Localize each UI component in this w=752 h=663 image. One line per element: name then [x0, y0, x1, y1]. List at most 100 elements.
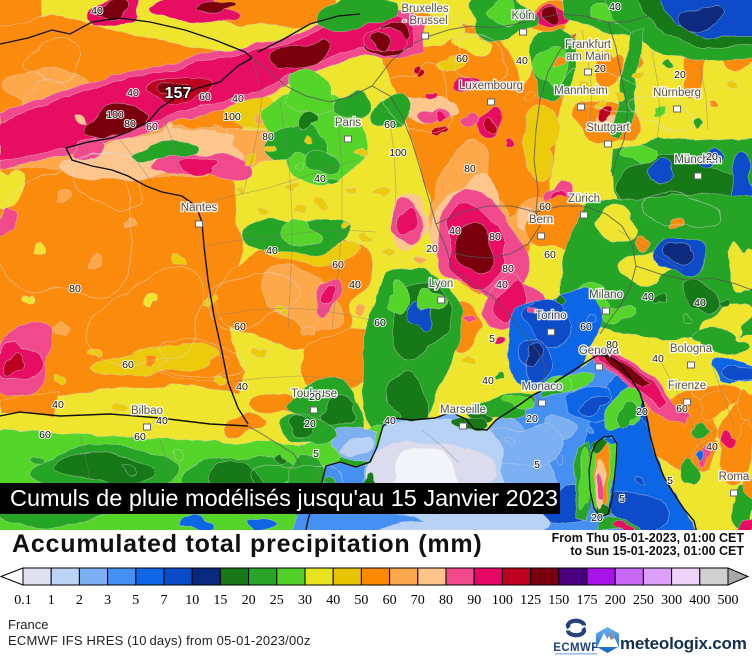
svg-text:Toulouse: Toulouse: [291, 388, 337, 400]
svg-text:40: 40: [349, 279, 361, 291]
svg-text:300: 300: [661, 593, 682, 608]
svg-text:500: 500: [718, 593, 739, 608]
svg-text:60: 60: [39, 429, 51, 441]
svg-text:Bern: Bern: [529, 214, 553, 226]
svg-text:Mannheim: Mannheim: [554, 85, 608, 97]
svg-text:40: 40: [232, 93, 244, 105]
svg-text:80: 80: [606, 339, 618, 351]
svg-text:5: 5: [489, 333, 495, 345]
svg-text:Frankfurt: Frankfurt: [565, 39, 612, 51]
svg-text:München: München: [674, 154, 721, 166]
svg-text:40: 40: [91, 5, 103, 17]
svg-text:40: 40: [384, 415, 396, 427]
svg-text:60: 60: [234, 321, 246, 333]
svg-text:60: 60: [383, 593, 397, 608]
svg-text:Luxembourg: Luxembourg: [459, 80, 523, 92]
svg-text:157: 157: [165, 85, 192, 102]
svg-text:5: 5: [667, 475, 673, 487]
svg-text:40: 40: [642, 291, 654, 303]
svg-text:Stuttgart: Stuttgart: [586, 122, 630, 134]
svg-text:60: 60: [539, 201, 551, 213]
svg-text:20: 20: [591, 512, 603, 524]
svg-text:60: 60: [384, 119, 396, 131]
svg-text:Nantes: Nantes: [181, 202, 218, 214]
svg-text:40: 40: [706, 441, 718, 453]
svg-text:Marseille: Marseille: [440, 404, 486, 416]
svg-text:40: 40: [496, 279, 508, 291]
svg-text:60: 60: [134, 431, 146, 443]
svg-text:40: 40: [127, 87, 139, 99]
svg-text:60: 60: [332, 259, 344, 271]
svg-text:175: 175: [577, 593, 598, 608]
svg-text:40: 40: [694, 297, 706, 309]
svg-text:90: 90: [467, 593, 481, 608]
svg-text:60: 60: [456, 53, 468, 65]
svg-text:250: 250: [633, 593, 654, 608]
svg-text:80: 80: [69, 283, 81, 295]
svg-text:20: 20: [706, 151, 718, 163]
svg-text:100: 100: [492, 593, 513, 608]
svg-text:40: 40: [326, 593, 340, 608]
svg-text:20: 20: [526, 413, 538, 425]
svg-text:60: 60: [374, 317, 386, 329]
svg-text:70: 70: [411, 593, 425, 608]
svg-text:1: 1: [48, 593, 55, 608]
svg-text:5: 5: [534, 459, 540, 471]
svg-text:60: 60: [199, 91, 211, 103]
svg-text:Monaco: Monaco: [522, 381, 563, 393]
svg-text:50: 50: [354, 593, 368, 608]
svg-text:Torino: Torino: [535, 310, 566, 322]
svg-text:0.1: 0.1: [14, 593, 32, 608]
svg-text:Köln: Köln: [511, 10, 534, 22]
svg-text:40: 40: [482, 375, 494, 387]
svg-text:Genova: Genova: [579, 345, 620, 357]
svg-text:meteologix.com: meteologix.com: [620, 634, 747, 653]
svg-text:80: 80: [124, 118, 136, 130]
svg-text:Bologna: Bologna: [670, 343, 713, 355]
svg-text:ECMWF: ECMWF: [553, 642, 598, 654]
svg-text:Firenze: Firenze: [668, 380, 706, 392]
svg-text:20: 20: [594, 63, 606, 75]
svg-text:Paris: Paris: [335, 117, 361, 129]
svg-text:100: 100: [389, 147, 407, 159]
svg-text:40: 40: [516, 55, 528, 67]
svg-text:80: 80: [262, 131, 274, 143]
svg-text:Roma: Roma: [719, 471, 750, 483]
svg-text:15: 15: [213, 593, 227, 608]
svg-text:20: 20: [674, 69, 686, 81]
svg-text:10: 10: [185, 593, 199, 608]
svg-text:am Main: am Main: [566, 51, 610, 63]
svg-text:Lyon: Lyon: [429, 278, 454, 290]
svg-text:Zürich: Zürich: [568, 193, 600, 205]
svg-text:100: 100: [223, 111, 241, 123]
svg-text:20: 20: [242, 593, 256, 608]
svg-text:100: 100: [106, 109, 124, 121]
svg-text:5: 5: [313, 448, 319, 460]
svg-text:60: 60: [544, 249, 556, 261]
svg-text:Bruxelles: Bruxelles: [401, 3, 449, 15]
svg-text:20: 20: [636, 406, 648, 418]
svg-text:30: 30: [298, 593, 312, 608]
svg-text:40: 40: [652, 353, 664, 365]
svg-text:40: 40: [609, 1, 621, 13]
svg-text:60: 60: [580, 321, 592, 333]
svg-text:40: 40: [236, 381, 248, 393]
svg-text:40: 40: [266, 245, 278, 257]
svg-text:5: 5: [132, 593, 139, 608]
svg-text:20: 20: [304, 418, 316, 430]
svg-text:60: 60: [676, 403, 688, 415]
svg-text:Bilbao: Bilbao: [131, 405, 163, 417]
svg-text:40: 40: [156, 415, 168, 427]
svg-text:20: 20: [309, 391, 321, 403]
svg-text:Nürnberg: Nürnberg: [653, 87, 701, 99]
svg-text:400: 400: [689, 593, 710, 608]
svg-text:80: 80: [489, 231, 501, 243]
svg-text:- Brussel: - Brussel: [402, 15, 447, 27]
svg-text:Milano: Milano: [589, 289, 623, 301]
svg-text:125: 125: [520, 593, 541, 608]
svg-text:40: 40: [449, 225, 461, 237]
svg-text:60: 60: [122, 359, 134, 371]
svg-text:40: 40: [52, 399, 64, 411]
svg-text:150: 150: [548, 593, 569, 608]
svg-text:25: 25: [270, 593, 284, 608]
